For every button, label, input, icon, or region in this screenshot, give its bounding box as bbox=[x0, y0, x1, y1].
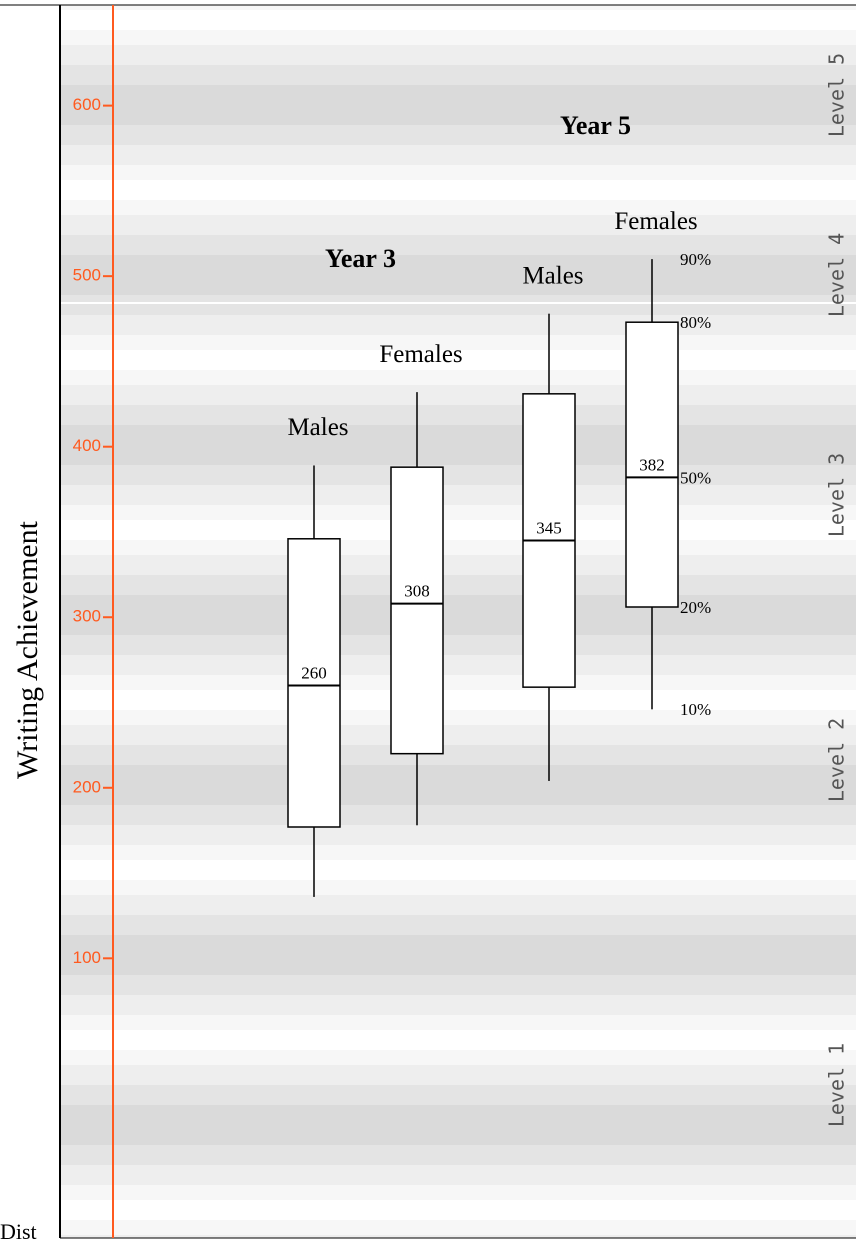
category-label: Males bbox=[522, 262, 583, 289]
category-label: Females bbox=[379, 341, 462, 368]
y-tick-label: 300 bbox=[73, 607, 101, 626]
percentile-label: 10% bbox=[680, 700, 711, 719]
y-tick-label: 200 bbox=[73, 777, 101, 796]
box bbox=[390, 466, 444, 755]
category-label: Females bbox=[614, 208, 697, 235]
percentile-label: 80% bbox=[680, 313, 711, 332]
box bbox=[625, 321, 679, 608]
level-label: Level 4 bbox=[825, 233, 849, 317]
percentile-label: 50% bbox=[680, 468, 711, 487]
footer-text: Dist bbox=[0, 1219, 37, 1244]
level-label: Level 3 bbox=[825, 453, 849, 537]
box bbox=[287, 538, 341, 828]
group-label: Year 3 bbox=[325, 244, 396, 273]
median-label: 308 bbox=[404, 581, 430, 600]
median-label: 260 bbox=[301, 663, 327, 682]
category-label: Males bbox=[287, 414, 348, 441]
percentile-label: 90% bbox=[680, 250, 711, 269]
y-axis-label: Writing Achievement bbox=[11, 520, 44, 779]
level-label: Level 5 bbox=[825, 53, 849, 137]
y-tick-label: 400 bbox=[73, 436, 101, 455]
level-label: Level 1 bbox=[825, 1043, 849, 1127]
percentile-label: 20% bbox=[680, 598, 711, 617]
median-label: 345 bbox=[536, 518, 562, 537]
y-tick-label: 100 bbox=[73, 948, 101, 967]
y-tick-label: 500 bbox=[73, 266, 101, 285]
level-label: Level 2 bbox=[825, 718, 849, 802]
median-label: 382 bbox=[639, 455, 665, 474]
y-tick-label: 600 bbox=[73, 95, 101, 114]
group-label: Year 5 bbox=[560, 111, 631, 140]
background bbox=[60, 5, 856, 1238]
